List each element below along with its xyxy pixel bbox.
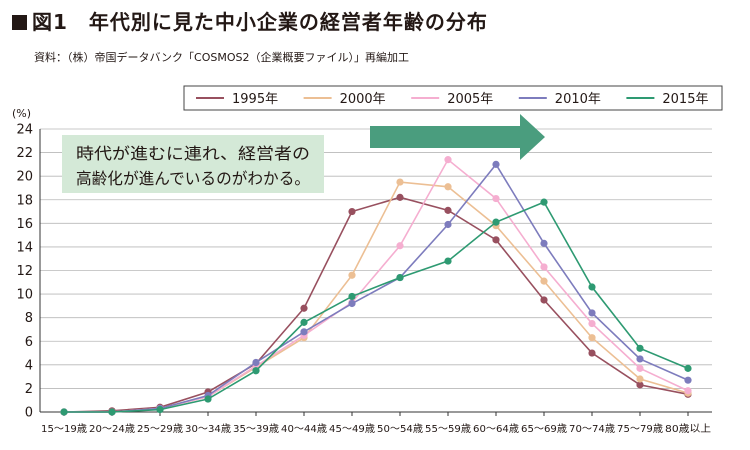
data-point xyxy=(492,236,500,244)
x-tick-label: 50～54歳 xyxy=(377,423,423,435)
figure-title-text: 図1 年代別に見た中小企業の経営者年齢の分布 xyxy=(32,10,488,34)
data-point xyxy=(444,220,452,229)
y-tick-label: 16 xyxy=(16,217,33,232)
y-tick-label: 18 xyxy=(16,193,33,208)
legend: 1995年 2000年 2005年 2010年 2015年 xyxy=(183,85,723,111)
legend-label: 2000年 xyxy=(340,92,386,107)
y-tick-label: 14 xyxy=(16,240,33,255)
data-point xyxy=(108,408,116,416)
x-tick-label: 45～49歳 xyxy=(329,423,375,435)
x-tick-label: 35～39歳 xyxy=(233,423,279,435)
x-tick-label: 20～24歳 xyxy=(89,423,135,435)
annotation-text: 時代が進むに連れ、経営者の xyxy=(76,144,310,163)
series-line xyxy=(64,201,689,413)
series-line xyxy=(63,196,689,413)
data-point xyxy=(540,277,548,285)
y-tick-label: 6 xyxy=(25,335,33,350)
data-point xyxy=(348,292,356,301)
x-tick-label: 40～44歳 xyxy=(281,423,327,435)
legend-label: 2015年 xyxy=(662,92,708,107)
title-square-icon xyxy=(12,15,27,30)
data-point xyxy=(636,364,644,372)
x-tick-label: 30～34歳 xyxy=(185,423,231,435)
legend-label: 1995年 xyxy=(232,92,278,107)
x-tick-label: 55～59歳 xyxy=(425,423,471,435)
y-tick-label: 0 xyxy=(25,406,33,421)
data-point xyxy=(636,344,644,352)
figure-source: 資料：（株）帝国データバンク「COSMOS2（企業概要ファイル）」再編加工 xyxy=(34,51,409,64)
x-tick-label: 15～19歳 xyxy=(41,423,87,435)
y-tick-label: 10 xyxy=(16,288,33,303)
x-tick-label: 60～64歳 xyxy=(473,423,519,435)
data-point xyxy=(636,355,644,363)
series-line xyxy=(64,181,689,413)
data-point xyxy=(540,239,548,247)
data-point xyxy=(396,193,404,201)
data-point xyxy=(60,408,68,416)
data-point xyxy=(588,334,596,342)
data-point xyxy=(588,319,596,328)
y-tick-label: 12 xyxy=(16,264,33,279)
y-tick-label: 2 xyxy=(25,382,33,397)
data-point xyxy=(492,160,500,168)
data-point xyxy=(636,375,644,383)
data-point xyxy=(204,395,212,403)
x-tick-label: 80歳以上 xyxy=(665,423,711,435)
data-point xyxy=(396,178,404,186)
data-point xyxy=(684,376,692,384)
data-point xyxy=(588,349,596,357)
data-point xyxy=(300,304,308,312)
x-tick-label: 70～74歳 xyxy=(569,423,615,435)
annotation-box xyxy=(62,135,324,193)
data-point xyxy=(588,309,596,317)
series-2015年 xyxy=(60,198,692,416)
data-point xyxy=(540,296,548,304)
data-point xyxy=(396,273,404,282)
data-point xyxy=(636,381,644,389)
series-2005年 xyxy=(60,156,692,416)
data-point xyxy=(492,194,500,203)
data-point xyxy=(348,207,356,216)
legend-label: 2010年 xyxy=(555,92,601,107)
figure-title: 図1 年代別に見た中小企業の経営者年齢の分布 xyxy=(12,6,488,35)
y-tick-label: 24 xyxy=(16,123,33,138)
series-line xyxy=(64,162,689,413)
y-tick-label: 4 xyxy=(25,358,33,373)
x-tick-label: 65～69歳 xyxy=(521,423,567,435)
legend-label: 2005年 xyxy=(447,92,493,107)
y-tick-label: 8 xyxy=(25,311,33,326)
series-lines xyxy=(60,156,692,416)
x-tick-label: 25～29歳 xyxy=(137,423,183,435)
data-point xyxy=(156,406,164,414)
series-2010年 xyxy=(60,160,692,416)
data-point xyxy=(492,218,500,226)
data-point xyxy=(684,387,692,395)
data-point xyxy=(396,242,404,250)
data-point xyxy=(444,206,452,214)
data-point xyxy=(300,328,308,336)
data-point xyxy=(540,263,548,271)
data-point xyxy=(444,257,452,265)
x-tick-label: 75～79歳 xyxy=(617,423,663,435)
trend-arrow-icon xyxy=(370,114,545,160)
series-2000年 xyxy=(60,178,692,416)
data-point xyxy=(444,156,452,164)
data-point xyxy=(684,364,692,372)
y-axis-unit: (%) xyxy=(12,107,31,120)
data-point xyxy=(252,367,260,375)
data-point xyxy=(588,283,596,291)
y-tick-label: 22 xyxy=(16,146,33,161)
data-point xyxy=(540,198,548,206)
data-point xyxy=(444,183,452,191)
data-point xyxy=(348,299,356,308)
data-point xyxy=(252,358,260,367)
annotation-text: 高齢化が進んでいるのがわかる。 xyxy=(76,169,310,188)
data-point xyxy=(348,271,356,279)
y-tick-label: 20 xyxy=(16,170,33,185)
data-point xyxy=(300,318,308,326)
